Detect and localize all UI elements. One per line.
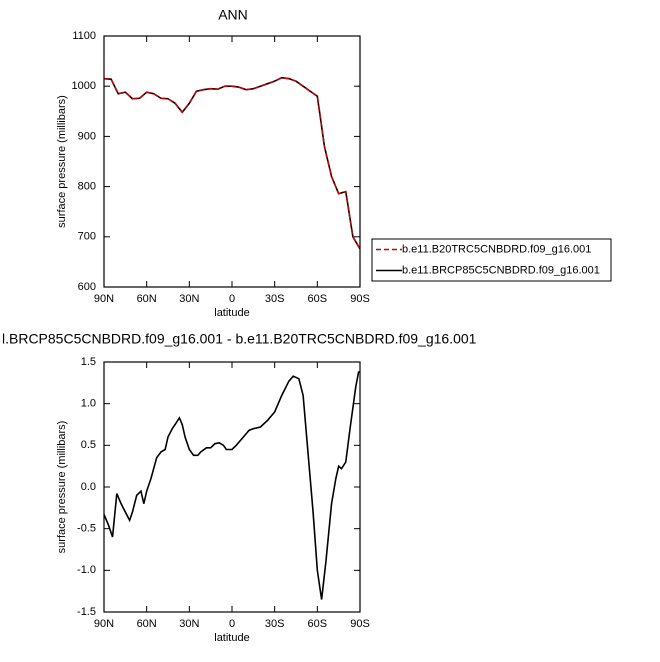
- x-tick-label: 0: [229, 293, 235, 305]
- legend-box: [371, 238, 612, 282]
- x-tick-label: 30S: [265, 618, 285, 630]
- y-tick-label: 800: [78, 181, 96, 193]
- y-tick-label: -0.5: [77, 523, 96, 535]
- x-tick-label: 90S: [350, 293, 370, 305]
- data-line: [103, 76, 361, 250]
- plot-frame: [103, 35, 361, 288]
- y-tick-label: 1000: [72, 80, 96, 92]
- x-tick-label: 90N: [94, 293, 114, 305]
- x-tick-label: 60N: [137, 618, 157, 630]
- x-tick-label: 30N: [179, 618, 199, 630]
- y-tick-label: 900: [78, 130, 96, 142]
- y-axis-label: surface pressure (millibars): [56, 421, 68, 554]
- y-axis-label: surface pressure (millibars): [56, 95, 68, 228]
- data-line: [103, 76, 361, 250]
- y-tick-label: 700: [78, 231, 96, 243]
- x-tick-label: 90S: [350, 618, 370, 630]
- x-axis-label: latitude: [214, 632, 249, 644]
- x-tick-label: 60N: [137, 293, 157, 305]
- x-tick-label: 60S: [308, 293, 328, 305]
- y-tick-label: -1.5: [77, 606, 96, 618]
- x-tick-label: 30N: [179, 293, 199, 305]
- x-tick-label: 90N: [94, 618, 114, 630]
- y-tick-label: 1100: [72, 30, 96, 42]
- x-tick-label: 30S: [265, 293, 285, 305]
- x-tick-label: 60S: [308, 618, 328, 630]
- data-line: [103, 371, 360, 600]
- y-tick-label: -1.0: [77, 564, 96, 576]
- plot-frame: [103, 361, 361, 613]
- y-tick-label: 1.5: [81, 356, 96, 368]
- y-tick-label: 1.0: [81, 398, 96, 410]
- x-axis-label: latitude: [214, 307, 249, 319]
- chart-title: ANN: [218, 7, 248, 23]
- legend-label: b.e11.BRCP85C5CNBDRD.f09_g16.001: [402, 264, 600, 276]
- legend-label: b.e11.B20TRC5CNBDRD.f09_g16.001: [402, 243, 591, 255]
- y-tick-label: 600: [78, 281, 96, 293]
- y-tick-label: 0.5: [81, 439, 96, 451]
- x-tick-label: 0: [229, 618, 235, 630]
- chart-title: l.BRCP85C5CNBDRD.f09_g16.001 - b.e11.B20…: [2, 331, 477, 347]
- y-tick-label: 0.0: [81, 481, 96, 493]
